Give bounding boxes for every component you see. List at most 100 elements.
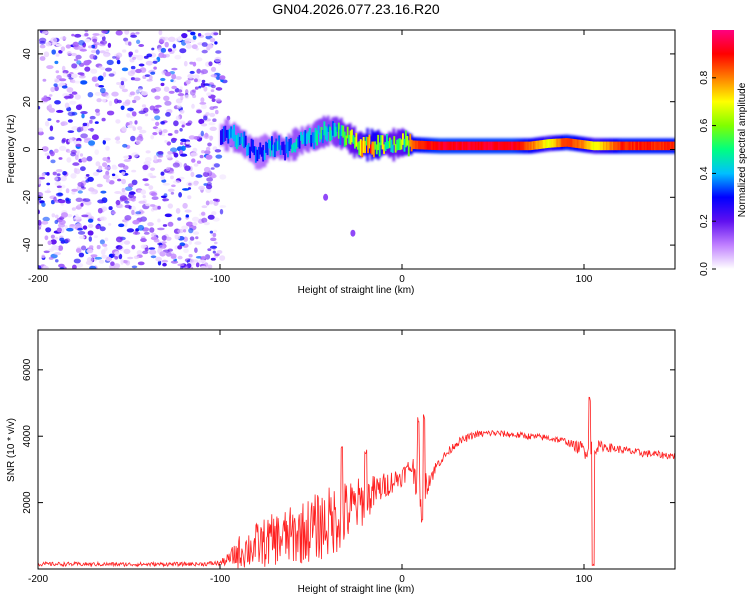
noise-blob [99, 239, 105, 245]
signal-core [393, 136, 396, 146]
noise-blob [114, 251, 120, 257]
noise-blob [88, 128, 95, 131]
noise-blob [120, 105, 125, 111]
signal-core [358, 141, 361, 156]
colorbar-tick-label: 0.2 [699, 214, 710, 228]
noise-blob [57, 187, 63, 192]
signal-core [438, 141, 441, 151]
noise-blob [118, 253, 123, 260]
noise-blob [214, 253, 220, 257]
noise-blob [181, 145, 186, 152]
signal-core [371, 141, 374, 155]
noise-blob [175, 115, 181, 121]
signal-core [633, 141, 636, 151]
isolated-spot [350, 229, 356, 237]
noise-blob [167, 221, 174, 227]
noise-blob [171, 184, 176, 188]
y-tick-label: 2000 [22, 491, 33, 514]
noise-blob [95, 161, 101, 167]
noise-blob [195, 236, 199, 240]
noise-blob [41, 202, 46, 208]
noise-blob [127, 155, 132, 160]
signal-core [505, 141, 508, 151]
noise-blob [148, 247, 156, 250]
signal-core [227, 129, 230, 144]
noise-blob [39, 40, 46, 45]
noise-blob [170, 79, 174, 82]
signal-core [396, 139, 399, 151]
noise-blob [134, 120, 138, 125]
snr-series-line [38, 396, 675, 569]
noise-blob [66, 157, 72, 163]
signal-core [573, 139, 576, 148]
noise-blob [133, 255, 140, 260]
noise-blob [47, 118, 52, 121]
noise-blob [158, 30, 163, 36]
noise-blob [135, 31, 140, 35]
noise-blob [57, 192, 63, 196]
noise-blob [182, 188, 190, 191]
signal-core [249, 146, 251, 159]
signal-core [291, 144, 294, 153]
signal-core [262, 145, 265, 162]
signal-core [598, 141, 601, 151]
noise-blob [105, 49, 110, 52]
noise-blob [62, 171, 67, 176]
noise-blob [152, 205, 160, 211]
noise-blob [92, 171, 99, 176]
noise-blob [65, 200, 71, 204]
noise-blob [205, 154, 213, 160]
signal-core [294, 142, 297, 153]
noise-blob [71, 188, 78, 192]
noise-blob [160, 47, 167, 53]
noise-blob [157, 151, 164, 155]
noise-blob [127, 107, 134, 112]
signal-core [265, 141, 267, 153]
noise-blob [177, 245, 183, 250]
isolated-spot [323, 193, 329, 201]
noise-blob [165, 112, 171, 117]
signal-core [333, 123, 336, 138]
signal-core [627, 141, 630, 151]
signal-core [642, 141, 645, 151]
noise-blob [120, 259, 124, 265]
signal-core [502, 141, 505, 151]
noise-blob [102, 162, 108, 168]
colorbar-gradient [712, 30, 734, 269]
signal-core [412, 140, 415, 150]
noise-blob [188, 228, 194, 234]
noise-blob [42, 78, 47, 82]
noise-blob [76, 150, 81, 154]
signal-core [528, 141, 531, 151]
noise-blob [132, 196, 137, 199]
noise-blob [137, 126, 143, 131]
noise-blob [203, 86, 208, 92]
signal-core [445, 141, 448, 151]
noise-blob [38, 127, 44, 133]
noise-blob [142, 195, 146, 199]
signal-core [305, 133, 308, 144]
noise-blob [206, 177, 214, 182]
signal-core [288, 139, 291, 151]
signal-core [372, 141, 375, 158]
signal-core [304, 130, 307, 146]
noise-blob [99, 226, 106, 232]
noise-blob [43, 250, 50, 254]
noise-blob [50, 159, 56, 164]
noise-blob [157, 218, 161, 223]
noise-blob [180, 138, 187, 142]
signal-core [336, 124, 339, 132]
noise-blob [200, 69, 208, 75]
noise-blob [129, 115, 134, 119]
signal-core [368, 134, 371, 149]
noise-blob [81, 214, 89, 218]
noise-blob [161, 259, 169, 263]
signal-core [469, 141, 471, 151]
snr-xlabel: Height of straight line (km) [298, 584, 415, 595]
noise-blob [168, 36, 176, 42]
signal-core [400, 139, 403, 150]
noise-blob [91, 134, 99, 141]
signal-core [343, 131, 346, 147]
signal-core [247, 143, 250, 155]
noise-blob [172, 47, 177, 52]
